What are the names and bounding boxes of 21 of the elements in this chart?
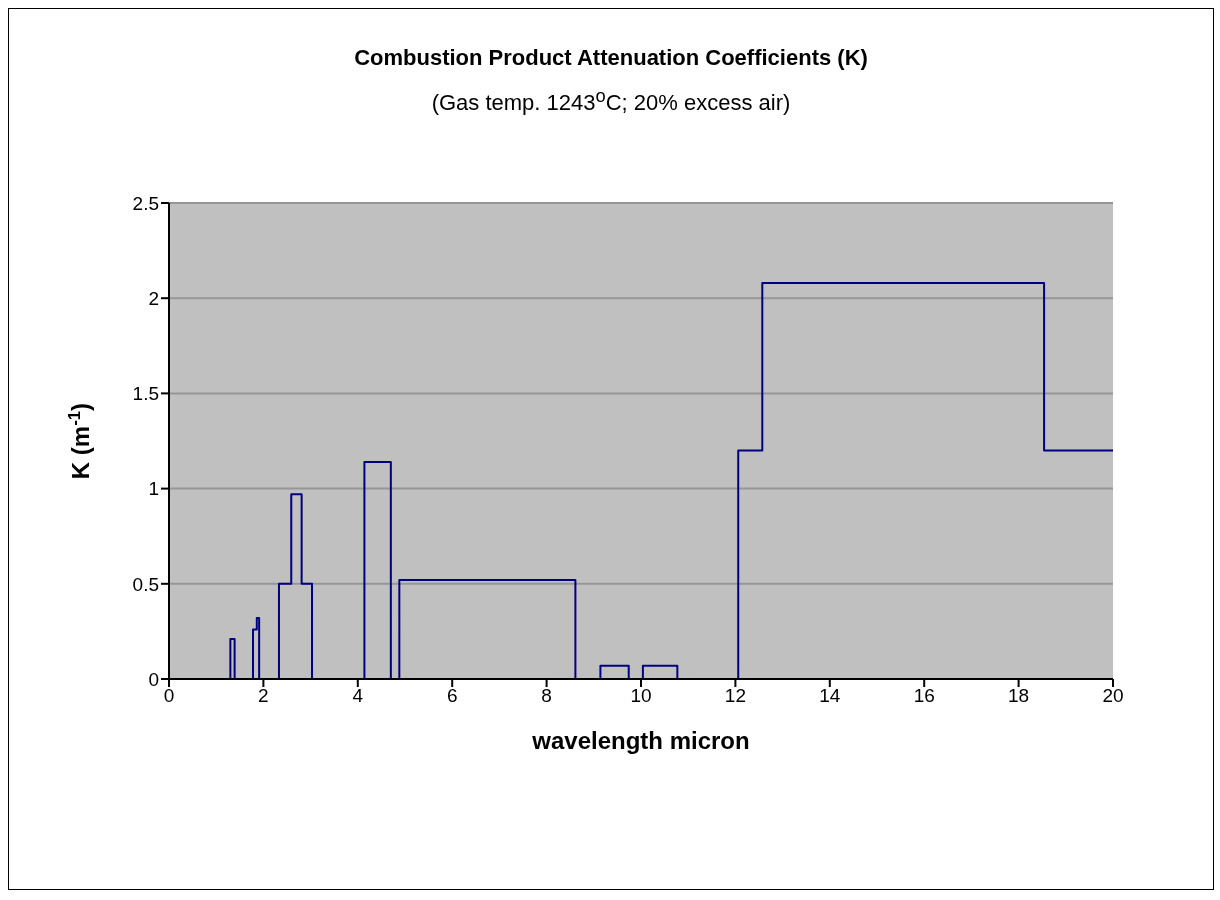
x-tick-label: 6	[446, 685, 458, 707]
x-tick-label: 0	[163, 685, 175, 707]
y-tick-label: 1.5	[132, 383, 159, 405]
x-tick-label: 12	[724, 685, 746, 707]
x-axis-title: wavelength micron	[531, 727, 750, 754]
chart-subtitle: (Gas temp. 1243$^{o}$C; 20% excess air)	[430, 85, 792, 117]
x-tick-label: 2	[258, 685, 269, 707]
x-tick-label: 14	[819, 685, 841, 707]
x-tick-label: 16	[913, 685, 935, 707]
y-tick-label: 1	[148, 478, 159, 500]
chart-title: Combustion Product Attenuation Coefficients (K)	[353, 45, 869, 71]
x-tick-label: 8	[541, 685, 552, 707]
x-tick-label: 4	[352, 685, 364, 707]
x-tick-label: 20	[1102, 685, 1124, 707]
y-tick-label: 2	[148, 287, 159, 309]
y-tick-label: 0	[148, 668, 159, 690]
line-series	[229, 281, 1113, 679]
y-tick-label: 2.5	[132, 192, 159, 214]
x-tick-label: 10	[630, 685, 652, 707]
y-tick-label: 0.5	[132, 573, 159, 595]
x-tick-label: 18	[1008, 685, 1030, 707]
